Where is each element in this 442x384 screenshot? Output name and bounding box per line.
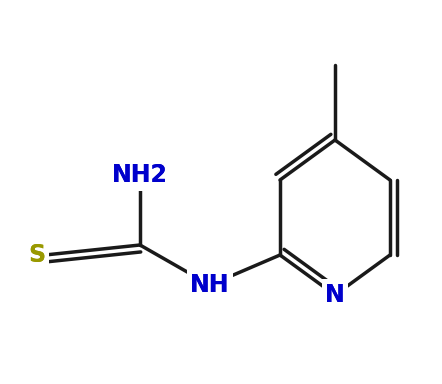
Text: N: N (325, 283, 345, 307)
Text: NH2: NH2 (112, 163, 168, 187)
Text: S: S (28, 243, 45, 267)
Text: NH2: NH2 (112, 163, 168, 187)
Text: NH: NH (190, 273, 230, 297)
Text: S: S (28, 243, 45, 267)
Text: NH: NH (190, 273, 230, 297)
Text: N: N (325, 283, 345, 307)
